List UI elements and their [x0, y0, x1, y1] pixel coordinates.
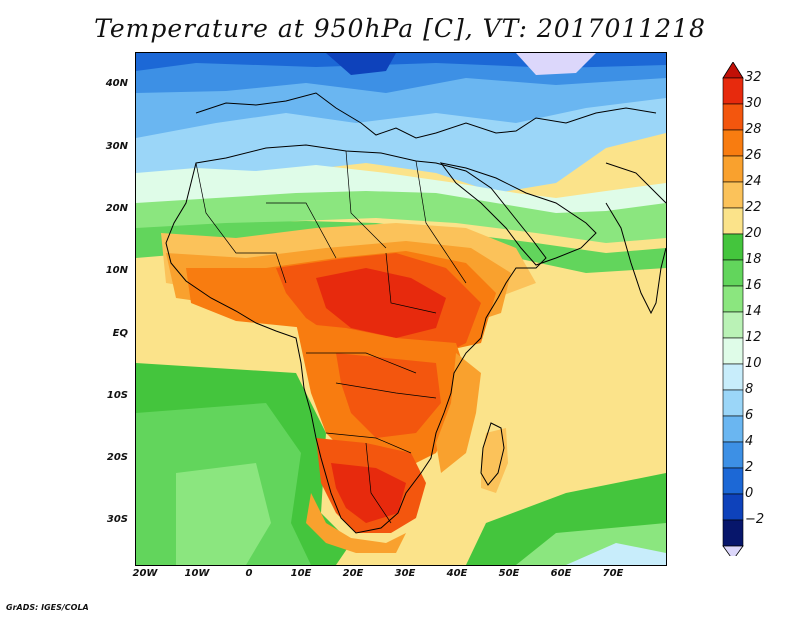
colorbar-tick-label: 18 — [745, 252, 762, 267]
lat-label-40n: 40N — [105, 78, 128, 89]
lat-label-20n: 20N — [105, 203, 128, 214]
chart-title: Temperature at 950hPa [C], VT: 201701121… — [94, 14, 706, 43]
colorbar-tick-label: 28 — [745, 122, 762, 137]
colorbar-bin — [722, 363, 744, 391]
colorbar-bin — [722, 77, 744, 105]
colorbar-bin — [722, 467, 744, 495]
lat-label-30s: 30S — [106, 514, 128, 525]
colorbar-tick-label: 30 — [745, 96, 762, 111]
colorbar-tick-label: 2 — [745, 460, 754, 475]
colorbar-tick-label: 6 — [745, 408, 754, 423]
grads-credit: GrADS: IGES/COLA — [6, 603, 89, 612]
lon-label-10w: 10W — [184, 568, 210, 579]
colorbar-bin — [722, 493, 744, 521]
coastline-europe — [195, 92, 657, 139]
colorbar-tick-label: 20 — [745, 226, 762, 241]
colorbar-tick-label: −2 — [745, 512, 765, 527]
colorbar-bin — [722, 415, 744, 443]
colorbar-tick-label: 0 — [745, 486, 754, 501]
lon-label-70e: 70E — [602, 568, 624, 579]
lon-label-30e: 30E — [394, 568, 416, 579]
colorbar-tick-label: 24 — [745, 174, 762, 189]
colorbar-bin — [722, 155, 744, 183]
lon-label-20w: 20W — [132, 568, 158, 579]
colorbar — [722, 62, 744, 556]
colorbar-bin — [722, 103, 744, 131]
colorbar-tick-label: 26 — [745, 148, 762, 163]
lat-label-30n: 30N — [105, 141, 128, 152]
map-panel — [135, 52, 667, 566]
colorbar-tick-label: 14 — [745, 304, 762, 319]
colorbar-tick-label: 16 — [745, 278, 762, 293]
lon-label-40e: 40E — [446, 568, 468, 579]
temperature-map — [136, 53, 666, 565]
colorbar-bin — [722, 519, 744, 547]
colorbar-bin — [722, 389, 744, 417]
lat-label-10s: 10S — [106, 390, 128, 401]
coastline-madagascar — [480, 422, 505, 486]
colorbar-tick-label: 12 — [745, 330, 762, 345]
lon-label-60e: 60E — [550, 568, 572, 579]
colorbar-bin — [722, 129, 744, 157]
colorbar-tick-label: 10 — [745, 356, 762, 371]
colorbar-underflow-arrow — [722, 545, 744, 556]
colorbar-bin — [722, 233, 744, 261]
coastline-africa — [165, 144, 547, 534]
colorbar-bin — [722, 259, 744, 287]
colorbar-bin — [722, 441, 744, 469]
lon-label-10e: 10E — [290, 568, 312, 579]
colorbar-tick-label: 22 — [745, 200, 762, 215]
colorbar-bin — [722, 207, 744, 235]
country-borders — [195, 150, 467, 524]
colorbar-bin — [722, 285, 744, 313]
colorbar-tick-label: 4 — [745, 434, 754, 449]
colorbar-bin — [722, 337, 744, 365]
colorbar-bin — [722, 181, 744, 209]
lat-label-eq: EQ — [112, 328, 128, 339]
coastline-arabia — [439, 162, 597, 266]
lon-label-20e: 20E — [342, 568, 364, 579]
lat-label-20s: 20S — [106, 452, 128, 463]
coastline-india — [605, 162, 666, 315]
colorbar-bin — [722, 311, 744, 339]
colorbar-overflow-arrow — [722, 62, 744, 79]
lat-label-10n: 10N — [105, 265, 128, 276]
lon-label-50e: 50E — [498, 568, 520, 579]
lon-label-0: 0 — [245, 568, 253, 579]
colorbar-tick-label: 32 — [745, 70, 762, 85]
colorbar-tick-label: 8 — [745, 382, 754, 397]
